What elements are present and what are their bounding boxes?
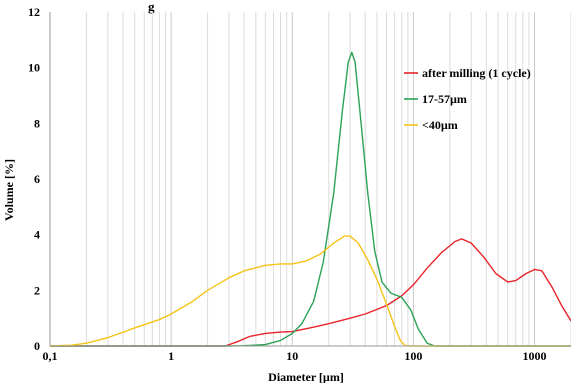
x-tick-label: 1000 <box>523 349 547 363</box>
series-line <box>49 235 571 347</box>
y-tick-label: 10 <box>28 61 40 75</box>
legend-label: 17-57µm <box>422 92 467 106</box>
y-tick-label: 4 <box>34 228 40 242</box>
series-line <box>50 238 571 347</box>
y-tick-label: 12 <box>28 5 40 19</box>
y-tick-label: 2 <box>34 283 40 297</box>
x-tick-label: 0,1 <box>43 349 58 363</box>
y-tick-label: 6 <box>34 172 40 186</box>
legend-label: <40µm <box>422 118 458 132</box>
chart-top-text: g <box>148 0 155 14</box>
y-tick-label: 0 <box>34 339 40 353</box>
x-axis-title: Diameter [µm] <box>268 370 344 383</box>
x-tick-label: 1 <box>168 349 174 363</box>
grid <box>85 12 571 346</box>
x-tick-label: 100 <box>404 349 422 363</box>
series-line <box>50 51 571 347</box>
y-axis-title: Volume [%] <box>2 159 16 221</box>
legend: after milling (1 cycle) 17-57µm <40µm <box>404 66 531 132</box>
legend-label: after milling (1 cycle) <box>422 66 531 80</box>
y-tick-label: 8 <box>34 116 40 130</box>
series-lines <box>49 51 571 347</box>
tick-labels: 0,1 1 10 100 1000 0 2 4 6 8 10 12 <box>28 5 547 363</box>
x-tick-label: 10 <box>286 349 298 363</box>
axes <box>49 12 571 347</box>
